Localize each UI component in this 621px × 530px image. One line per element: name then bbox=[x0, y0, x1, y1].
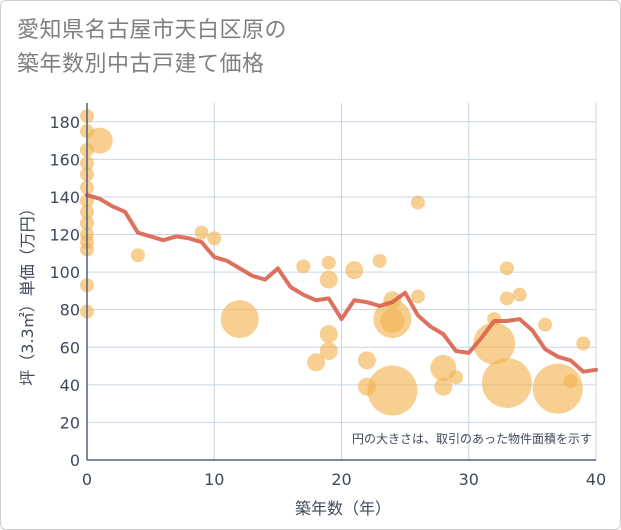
data-bubble bbox=[576, 336, 591, 351]
data-bubble bbox=[367, 365, 418, 416]
data-bubble bbox=[410, 195, 425, 210]
data-bubble bbox=[512, 287, 527, 302]
data-bubble bbox=[194, 225, 209, 240]
y-tick-label: 60 bbox=[60, 338, 80, 357]
y-tick-label: 100 bbox=[49, 263, 80, 282]
chart-title-line-1: 愛知県名古屋市天白区原の bbox=[17, 18, 288, 43]
average-line bbox=[85, 193, 598, 374]
y-tick-label: 0 bbox=[70, 451, 80, 470]
data-bubble bbox=[319, 342, 338, 361]
data-bubble bbox=[372, 253, 387, 268]
average-price-line bbox=[85, 193, 598, 374]
data-bubble bbox=[410, 289, 425, 304]
y-tick-label: 180 bbox=[49, 113, 80, 132]
chart-title-line-2: 築年数別中古戸建て価格 bbox=[17, 52, 265, 77]
data-bubble bbox=[538, 317, 553, 332]
axes: 0 20 40 60 80 100 120 140 160 180 0 10 20 30 40 bbox=[49, 103, 606, 489]
data-bubble bbox=[319, 270, 338, 289]
y-tick-label: 120 bbox=[49, 226, 80, 245]
transaction-bubbles bbox=[80, 109, 591, 416]
data-bubble bbox=[499, 291, 514, 306]
data-bubble bbox=[357, 351, 376, 370]
bubble-size-note: 円の大きさは、取引のあった物件面積を示す bbox=[352, 431, 592, 446]
chart-title: 愛知県名古屋市天白区原の 築年数別中古戸建て価格 bbox=[17, 14, 287, 82]
data-bubble bbox=[86, 127, 113, 154]
data-bubble bbox=[434, 377, 453, 396]
x-tick-label: 10 bbox=[204, 470, 224, 489]
data-bubble bbox=[532, 363, 583, 414]
y-tick-label: 140 bbox=[49, 188, 80, 207]
y-tick-label: 160 bbox=[49, 150, 80, 169]
x-tick-label: 30 bbox=[459, 470, 479, 489]
data-bubble bbox=[321, 255, 336, 270]
data-bubble bbox=[481, 357, 532, 408]
data-bubble bbox=[130, 248, 145, 263]
x-tick-label: 0 bbox=[82, 470, 92, 489]
x-tick-label: 20 bbox=[331, 470, 351, 489]
data-bubble bbox=[296, 259, 311, 274]
data-bubble bbox=[345, 261, 364, 280]
data-bubble bbox=[319, 325, 338, 344]
y-tick-label: 40 bbox=[60, 376, 80, 395]
y-tick-label: 80 bbox=[60, 301, 80, 320]
x-axis-label: 築年数（年） bbox=[295, 499, 391, 518]
data-bubble bbox=[307, 353, 326, 372]
data-bubble bbox=[563, 374, 578, 389]
data-bubble bbox=[220, 300, 259, 339]
gridlines bbox=[87, 103, 597, 460]
data-bubble bbox=[449, 370, 464, 385]
y-axis-label: 坪（3.3㎡）単価（万円） bbox=[18, 200, 37, 385]
x-tick-label: 40 bbox=[586, 470, 606, 489]
data-bubble bbox=[207, 231, 222, 246]
data-bubble bbox=[380, 308, 405, 333]
y-tick-label: 20 bbox=[60, 413, 80, 432]
data-bubble bbox=[499, 261, 514, 276]
